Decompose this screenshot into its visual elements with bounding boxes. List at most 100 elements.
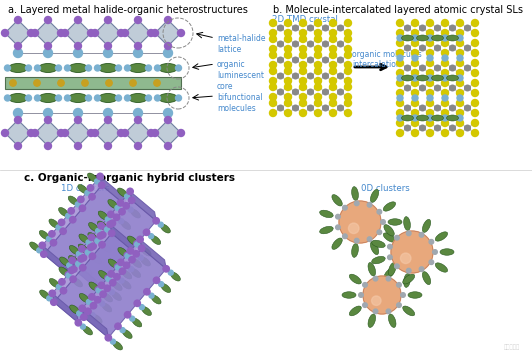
- Circle shape: [85, 250, 90, 255]
- Circle shape: [300, 52, 306, 59]
- Ellipse shape: [151, 295, 161, 304]
- Circle shape: [456, 120, 463, 126]
- Circle shape: [164, 143, 171, 150]
- Ellipse shape: [79, 234, 89, 243]
- Circle shape: [395, 264, 399, 269]
- Circle shape: [60, 228, 66, 234]
- Circle shape: [471, 30, 478, 36]
- Circle shape: [110, 280, 116, 286]
- Circle shape: [396, 130, 403, 137]
- Polygon shape: [130, 191, 156, 221]
- Circle shape: [345, 61, 352, 68]
- Circle shape: [442, 55, 448, 61]
- Circle shape: [127, 248, 134, 254]
- Circle shape: [164, 17, 171, 24]
- Circle shape: [94, 237, 101, 244]
- Circle shape: [442, 19, 448, 26]
- Circle shape: [31, 130, 38, 137]
- Circle shape: [77, 311, 82, 316]
- Circle shape: [373, 276, 378, 281]
- Circle shape: [35, 65, 40, 71]
- Circle shape: [427, 130, 434, 137]
- Ellipse shape: [417, 75, 428, 81]
- Circle shape: [65, 213, 71, 219]
- Circle shape: [456, 19, 463, 26]
- Circle shape: [329, 94, 337, 101]
- Ellipse shape: [98, 211, 108, 220]
- Ellipse shape: [383, 233, 396, 242]
- Circle shape: [278, 73, 284, 79]
- Circle shape: [89, 294, 95, 300]
- Circle shape: [124, 95, 130, 101]
- Circle shape: [285, 61, 292, 68]
- Circle shape: [323, 57, 328, 63]
- Circle shape: [456, 70, 463, 77]
- Ellipse shape: [422, 271, 431, 285]
- Circle shape: [406, 231, 411, 236]
- Circle shape: [127, 188, 134, 195]
- Ellipse shape: [372, 256, 385, 264]
- Circle shape: [300, 30, 306, 36]
- Circle shape: [457, 35, 463, 41]
- Circle shape: [95, 95, 101, 101]
- Circle shape: [82, 80, 88, 86]
- Circle shape: [456, 60, 463, 66]
- Ellipse shape: [350, 306, 361, 316]
- Circle shape: [270, 84, 277, 90]
- Circle shape: [397, 115, 403, 121]
- Circle shape: [471, 100, 478, 107]
- Circle shape: [405, 65, 410, 71]
- Circle shape: [427, 79, 434, 86]
- Circle shape: [435, 105, 440, 111]
- Circle shape: [345, 46, 352, 53]
- Ellipse shape: [59, 267, 69, 276]
- Circle shape: [411, 49, 419, 56]
- Ellipse shape: [384, 268, 394, 279]
- Ellipse shape: [388, 263, 396, 276]
- Circle shape: [323, 41, 328, 47]
- Circle shape: [87, 185, 94, 191]
- Circle shape: [420, 25, 425, 31]
- Circle shape: [130, 80, 136, 86]
- Circle shape: [345, 109, 352, 116]
- Circle shape: [148, 234, 154, 239]
- Circle shape: [143, 229, 149, 235]
- Circle shape: [397, 35, 403, 41]
- Polygon shape: [74, 200, 156, 290]
- Circle shape: [79, 246, 85, 252]
- Circle shape: [95, 238, 100, 243]
- Circle shape: [138, 255, 143, 260]
- Circle shape: [338, 57, 343, 63]
- Circle shape: [411, 109, 419, 116]
- Circle shape: [397, 55, 403, 61]
- Circle shape: [471, 60, 478, 66]
- Ellipse shape: [431, 75, 444, 81]
- Circle shape: [307, 25, 313, 31]
- Ellipse shape: [159, 64, 178, 72]
- Circle shape: [14, 116, 21, 124]
- Circle shape: [345, 84, 352, 90]
- Circle shape: [435, 125, 440, 131]
- Circle shape: [90, 313, 95, 318]
- Circle shape: [396, 90, 403, 96]
- Circle shape: [420, 125, 425, 131]
- Circle shape: [110, 290, 114, 295]
- Ellipse shape: [422, 219, 431, 232]
- Ellipse shape: [332, 238, 342, 249]
- Circle shape: [178, 30, 185, 36]
- Circle shape: [115, 323, 121, 329]
- Circle shape: [457, 95, 463, 101]
- Circle shape: [419, 233, 424, 237]
- Circle shape: [37, 248, 41, 253]
- Circle shape: [45, 143, 52, 150]
- Circle shape: [119, 268, 126, 274]
- Circle shape: [456, 130, 463, 137]
- Circle shape: [178, 130, 185, 137]
- Circle shape: [345, 30, 352, 36]
- Circle shape: [427, 95, 433, 101]
- Ellipse shape: [79, 293, 89, 303]
- Circle shape: [107, 221, 113, 228]
- Circle shape: [420, 105, 425, 111]
- Circle shape: [285, 46, 292, 53]
- Circle shape: [154, 95, 161, 101]
